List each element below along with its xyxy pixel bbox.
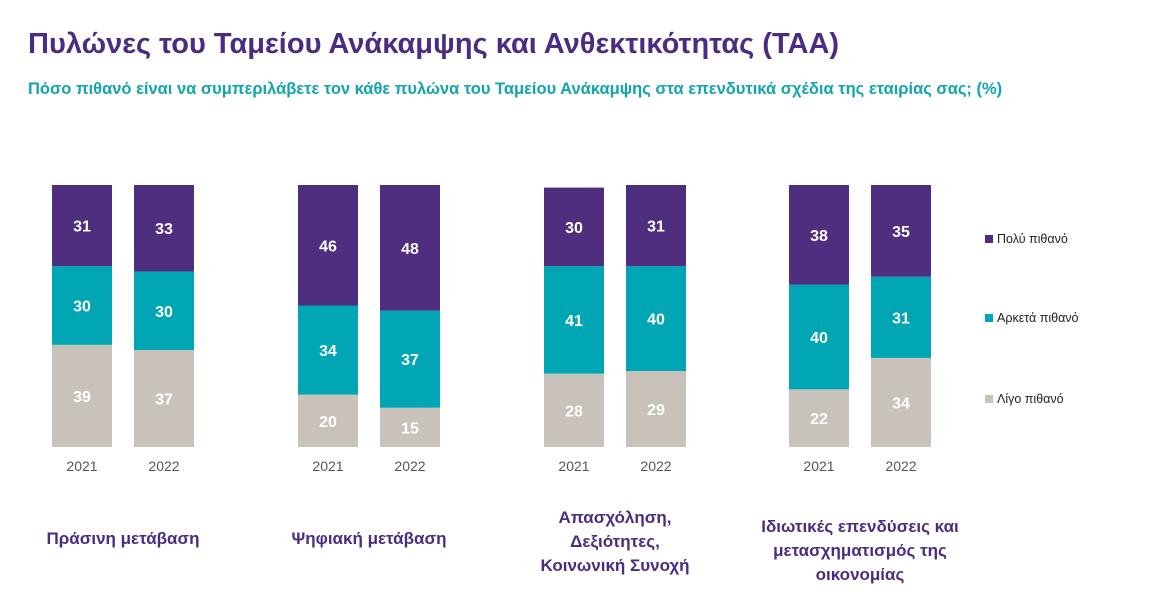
data-label: 37 [155, 392, 173, 409]
group-label: Πράσινη μετάβαση [8, 527, 238, 551]
year-tick-label: 2021 [312, 458, 343, 474]
legend-swatch [985, 313, 993, 322]
data-label: 40 [647, 312, 665, 329]
year-tick-label: 2021 [558, 458, 589, 474]
bar-segment [871, 276, 931, 358]
legend-swatch [985, 394, 993, 403]
bar-segment [298, 305, 358, 395]
data-label: 29 [647, 402, 665, 419]
data-label: 28 [565, 403, 583, 420]
data-label: 48 [401, 241, 419, 258]
bar-segment [626, 185, 686, 267]
data-label: 33 [155, 221, 173, 238]
bar-segment [298, 185, 358, 306]
bar-segment [544, 187, 604, 267]
data-label: 30 [565, 220, 583, 237]
bar-segment [52, 266, 112, 345]
bar-segment [871, 357, 931, 447]
bar-segment [544, 373, 604, 447]
data-label: 30 [73, 299, 91, 316]
bar-segment [52, 185, 112, 267]
bar-segment [626, 266, 686, 372]
year-tick-label: 2022 [885, 458, 916, 474]
data-label: 41 [565, 313, 583, 330]
bar-segment [544, 266, 604, 374]
data-label: 20 [319, 414, 337, 431]
bar-segment [134, 350, 194, 447]
legend-label: Πολύ πιθανό [997, 232, 1068, 246]
group-label-line: Απασχόληση, [558, 508, 672, 527]
data-label: 46 [319, 238, 337, 255]
bar-segment [789, 284, 849, 390]
data-label: 31 [892, 310, 910, 327]
legend-swatch [985, 234, 993, 243]
year-tick-label: 2021 [66, 458, 97, 474]
group-label-line: Δεξιότητες, [570, 532, 660, 551]
group-label: Ιδιωτικές επενδύσεις και μετασχηματισμός … [745, 515, 975, 587]
legend-label: Αρκετά πιθανό [997, 311, 1079, 325]
group-label: Ψηφιακή μετάβαση [254, 527, 484, 551]
data-label: 38 [810, 228, 828, 245]
data-label: 37 [401, 352, 419, 369]
data-label: 31 [647, 219, 665, 236]
bar-segment [52, 344, 112, 447]
year-tick-label: 2022 [148, 458, 179, 474]
bar-segment [871, 185, 931, 277]
year-tick-label: 2022 [394, 458, 425, 474]
data-label: 35 [892, 224, 910, 241]
year-tick-label: 2022 [640, 458, 671, 474]
group-label-line: Ψηφιακή μετάβαση [291, 529, 447, 548]
bar-segment [380, 185, 440, 311]
chart-subtitle: Πόσο πιθανό είναι να συμπεριλάβετε τον κ… [28, 80, 1003, 98]
data-label: 22 [810, 411, 828, 428]
group-label-line: μετασχηματισμός της οικονομίας [773, 541, 947, 584]
bar-segment [134, 271, 194, 351]
legend-item: Αρκετά πιθανό [985, 311, 1079, 325]
data-label: 30 [155, 304, 173, 321]
group-label-line: Πράσινη μετάβαση [46, 529, 200, 548]
group-label-line: Κοινωνική Συνοχή [540, 556, 690, 575]
legend-item: Λίγο πιθανό [985, 392, 1064, 406]
data-label: 15 [401, 420, 419, 437]
group-label: Απασχόληση, Δεξιότητες, Κοινωνική Συνοχή [500, 506, 730, 578]
legend-label: Λίγο πιθανό [997, 392, 1064, 406]
bar-segment [134, 185, 194, 272]
bar-segment [298, 394, 358, 447]
data-label: 39 [73, 389, 91, 406]
bar-segment [380, 407, 440, 447]
data-label: 40 [810, 330, 828, 347]
bar-segment [789, 185, 849, 285]
data-label: 31 [73, 219, 91, 236]
data-label: 34 [892, 395, 910, 412]
bar-segment [789, 389, 849, 447]
data-label: 34 [319, 343, 337, 360]
page-title: Πυλώνες του Ταμείου Ανάκαμψης και Ανθεκτ… [28, 28, 840, 60]
bar-segment [626, 371, 686, 447]
year-tick-label: 2021 [803, 458, 834, 474]
bar-segment [380, 310, 440, 408]
group-label-line: Ιδιωτικές επενδύσεις και [761, 517, 959, 536]
legend-item: Πολύ πιθανό [985, 232, 1068, 246]
